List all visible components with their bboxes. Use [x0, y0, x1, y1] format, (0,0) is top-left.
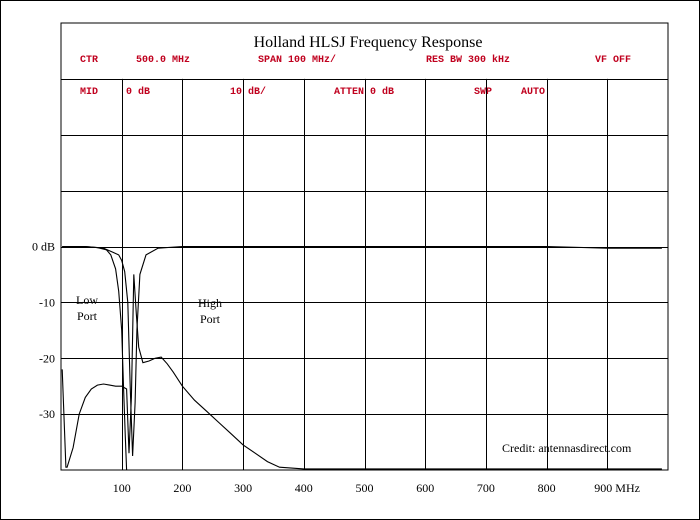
header-mid-value: 0 dB: [126, 86, 150, 98]
header-vf: VF OFF: [595, 55, 631, 66]
traces: [61, 245, 662, 471]
x-tick-label: 800: [538, 481, 556, 495]
low-port-label-line2: Port: [77, 309, 98, 323]
chart-title: Holland HLSJ Frequency Response: [254, 34, 483, 51]
x-tick-labels: 100 200 300 400 500 600 700 800 900 MHz: [113, 481, 640, 495]
y-tick-labels: 0 dB -10 -20 -30: [32, 240, 55, 422]
header-swp-value: AUTO: [521, 87, 545, 98]
x-tick-label: 200: [173, 481, 191, 495]
header-ctr: CTR: [80, 55, 98, 66]
header-ctr-value: 500.0 MHz: [136, 55, 190, 66]
series-line-3: [62, 245, 128, 471]
x-tick-label: 300: [234, 481, 252, 495]
x-tick-label: 900 MHz: [594, 481, 640, 495]
x-tick-label: 100: [113, 481, 131, 495]
x-tick-label: 700: [477, 481, 495, 495]
header-span: SPAN 100 MHz/: [258, 54, 336, 66]
x-tick-label: 500: [356, 481, 374, 495]
plot-grid: [60, 22, 669, 471]
x-tick-label: 400: [295, 481, 313, 495]
x-tick-label: 600: [416, 481, 434, 495]
high-port-label-line2: Port: [200, 312, 221, 326]
header-swp: SWP: [474, 87, 492, 98]
credit-text: Credit: antennasdirect.com: [502, 441, 632, 455]
series-line-2: [62, 245, 662, 457]
y-tick-label: -30: [39, 407, 55, 421]
y-tick-label: 0 dB: [32, 240, 55, 254]
plot-border: [60, 22, 669, 471]
y-tick-label: -20: [39, 351, 55, 365]
series-line-1: [61, 274, 662, 470]
header-atten: ATTEN 0 dB: [334, 86, 394, 98]
header-res-bw: RES BW 300 kHz: [426, 54, 510, 66]
header-mid: MID: [80, 87, 98, 98]
high-port-label-line1: High: [198, 296, 222, 310]
low-port-label-line1: Low: [76, 293, 98, 307]
header-scale: 10 dB/: [230, 86, 266, 98]
y-tick-label: -10: [39, 295, 55, 309]
